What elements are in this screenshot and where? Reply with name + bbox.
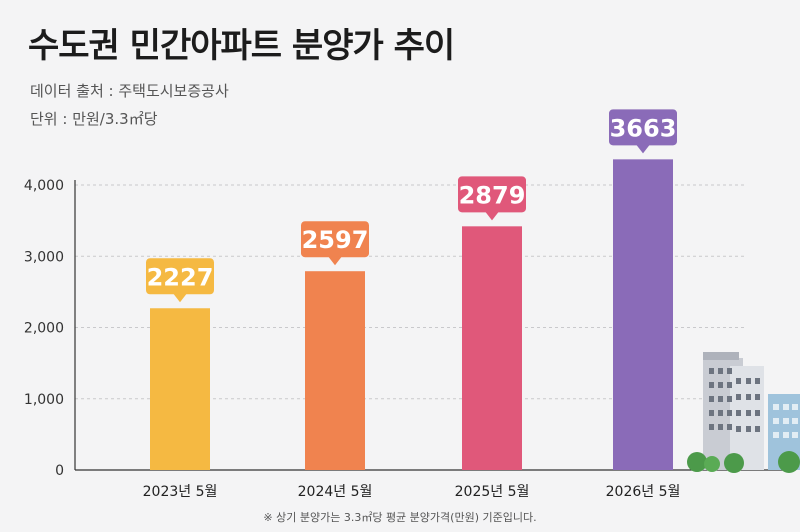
data-label-pointer [636, 144, 650, 154]
data-label: 2597 [302, 226, 369, 254]
chart-title: 수도권 민간아파트 분양가 추이 [28, 26, 455, 66]
data-label: 2879 [459, 181, 526, 209]
bar [150, 308, 210, 470]
y-tick-label: 2,000 [24, 321, 64, 337]
footnote: ※ 상기 분양가는 3.3㎡당 평균 분양가격(만원) 기준입니다. [263, 511, 537, 524]
data-label-box [458, 176, 526, 213]
bars [150, 159, 673, 470]
x-axis: 2023년 5월 2024년 5월 2025년 5월 2026년 5월 [143, 484, 681, 500]
data-label: 3663 [610, 114, 677, 142]
x-tick-label: 2024년 5월 [298, 484, 373, 500]
x-tick-label: 2025년 5월 [455, 484, 530, 500]
data-label-box [146, 258, 214, 295]
data-label-pointer [328, 256, 342, 266]
y-tick-label: 4,000 [24, 178, 64, 194]
data-labels: 2227 2597 2879 3663 [146, 109, 677, 303]
y-axis: 0 1,000 2,000 3,000 4,000 [24, 178, 790, 479]
data-label-box [301, 221, 369, 258]
y-tick-label: 1,000 [24, 392, 64, 408]
data-label-pointer [173, 293, 187, 303]
x-tick-label: 2023년 5월 [143, 484, 218, 500]
buildings-illustration [687, 352, 800, 473]
bar [613, 159, 673, 470]
data-source: 데이터 출처 : 주택도시보증공사 [30, 82, 229, 100]
y-tick-label: 3,000 [24, 249, 64, 265]
unit-label: 단위 : 만원/3.3㎡당 [30, 110, 158, 128]
x-tick-label: 2026년 5월 [606, 484, 681, 500]
data-label: 2227 [147, 263, 214, 291]
bar [305, 271, 365, 470]
data-label-pointer [485, 211, 499, 221]
data-label-box [609, 109, 677, 146]
y-tick-label: 0 [55, 463, 64, 479]
bar [462, 226, 522, 470]
